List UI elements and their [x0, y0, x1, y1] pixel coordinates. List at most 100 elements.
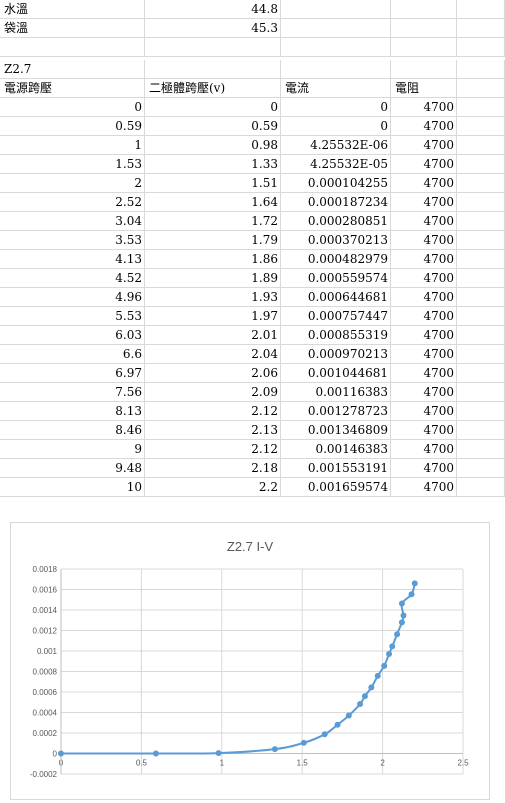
cell-diode-voltage[interactable]: 0.59 [145, 117, 281, 136]
cell-resistance[interactable]: 4700 [391, 155, 457, 174]
empty-cell[interactable] [457, 459, 505, 478]
cell-label-bag-temp[interactable]: 袋溫 [0, 19, 145, 38]
cell-resistance[interactable]: 4700 [391, 421, 457, 440]
empty-cell[interactable] [145, 60, 281, 79]
cell-current[interactable]: 0 [281, 117, 391, 136]
cell-resistance[interactable]: 4700 [391, 345, 457, 364]
cell-resistance[interactable]: 4700 [391, 364, 457, 383]
cell-resistance[interactable]: 4700 [391, 478, 457, 497]
cell-supply-voltage[interactable]: 4.13 [0, 250, 145, 269]
empty-cell[interactable] [457, 478, 505, 497]
cell-current[interactable]: 0.000280851 [281, 212, 391, 231]
cell-resistance[interactable]: 4700 [391, 269, 457, 288]
empty-cell[interactable] [457, 421, 505, 440]
empty-cell[interactable] [457, 174, 505, 193]
cell-supply-voltage[interactable]: 1 [0, 136, 145, 155]
cell-supply-voltage[interactable]: 8.46 [0, 421, 145, 440]
cell-resistance[interactable]: 4700 [391, 326, 457, 345]
cell-current[interactable]: 0.001346809 [281, 421, 391, 440]
cell-diode-voltage[interactable]: 1.89 [145, 269, 281, 288]
empty-cell[interactable] [457, 269, 505, 288]
empty-cell[interactable] [391, 19, 457, 38]
cell-label-water-temp[interactable]: 水溫 [0, 0, 145, 19]
cell-current[interactable]: 0.000559574 [281, 269, 391, 288]
cell-current[interactable]: 4.25532E-06 [281, 136, 391, 155]
empty-cell[interactable] [391, 38, 457, 57]
cell-diode-voltage[interactable]: 1.33 [145, 155, 281, 174]
empty-cell[interactable] [281, 0, 391, 19]
cell-diode-voltage[interactable]: 2.2 [145, 478, 281, 497]
cell-current[interactable]: 0.000104255 [281, 174, 391, 193]
cell-supply-voltage[interactable]: 10 [0, 478, 145, 497]
cell-supply-voltage[interactable]: 9 [0, 440, 145, 459]
empty-cell[interactable] [457, 440, 505, 459]
cell-supply-voltage[interactable]: 4.52 [0, 269, 145, 288]
empty-cell[interactable] [457, 364, 505, 383]
column-header-diode-voltage[interactable]: 二極體跨壓(v) [145, 79, 281, 98]
empty-cell[interactable] [457, 212, 505, 231]
cell-diode-voltage[interactable]: 2.12 [145, 440, 281, 459]
empty-cell[interactable] [457, 0, 505, 19]
empty-cell[interactable] [0, 38, 145, 57]
cell-current[interactable]: 0.000970213 [281, 345, 391, 364]
cell-resistance[interactable]: 4700 [391, 250, 457, 269]
cell-supply-voltage[interactable]: 0 [0, 98, 145, 117]
cell-diode-voltage[interactable]: 1.93 [145, 288, 281, 307]
empty-cell[interactable] [457, 98, 505, 117]
cell-diode-voltage[interactable]: 2.18 [145, 459, 281, 478]
cell-supply-voltage[interactable]: 3.04 [0, 212, 145, 231]
cell-current[interactable]: 4.25532E-05 [281, 155, 391, 174]
cell-diode-voltage[interactable]: 2.04 [145, 345, 281, 364]
cell-resistance[interactable]: 4700 [391, 212, 457, 231]
column-header-current[interactable]: 電流 [281, 79, 391, 98]
empty-cell[interactable] [457, 19, 505, 38]
empty-cell[interactable] [145, 38, 281, 57]
cell-resistance[interactable]: 4700 [391, 117, 457, 136]
cell-value-bag-temp[interactable]: 45.3 [145, 19, 281, 38]
cell-sample-label[interactable]: Z2.7 [0, 60, 145, 79]
cell-supply-voltage[interactable]: 6.6 [0, 345, 145, 364]
cell-current[interactable]: 0.001278723 [281, 402, 391, 421]
empty-cell[interactable] [457, 326, 505, 345]
cell-value-water-temp[interactable]: 44.8 [145, 0, 281, 19]
empty-cell[interactable] [457, 345, 505, 364]
cell-diode-voltage[interactable]: 2.12 [145, 402, 281, 421]
cell-resistance[interactable]: 4700 [391, 402, 457, 421]
cell-supply-voltage[interactable]: 1.53 [0, 155, 145, 174]
column-header-resistance[interactable]: 電阻 [391, 79, 457, 98]
cell-resistance[interactable]: 4700 [391, 174, 457, 193]
chart-container[interactable]: Z2.7 I-V -0.0002 0 0.0002 0.0004 0.0006 0.000… [10, 522, 490, 800]
cell-current[interactable]: 0 [281, 98, 391, 117]
cell-current[interactable]: 0.000370213 [281, 231, 391, 250]
cell-supply-voltage[interactable]: 6.03 [0, 326, 145, 345]
empty-cell[interactable] [457, 117, 505, 136]
empty-cell[interactable] [391, 60, 457, 79]
cell-supply-voltage[interactable]: 6.97 [0, 364, 145, 383]
empty-cell[interactable] [457, 307, 505, 326]
cell-diode-voltage[interactable]: 1.79 [145, 231, 281, 250]
cell-resistance[interactable]: 4700 [391, 459, 457, 478]
cell-current[interactable]: 0.001659574 [281, 478, 391, 497]
cell-diode-voltage[interactable]: 2.13 [145, 421, 281, 440]
empty-cell[interactable] [457, 231, 505, 250]
cell-supply-voltage[interactable]: 4.96 [0, 288, 145, 307]
cell-resistance[interactable]: 4700 [391, 193, 457, 212]
cell-diode-voltage[interactable]: 2.01 [145, 326, 281, 345]
cell-diode-voltage[interactable]: 0.98 [145, 136, 281, 155]
cell-supply-voltage[interactable]: 9.48 [0, 459, 145, 478]
empty-cell[interactable] [457, 383, 505, 402]
empty-cell[interactable] [457, 250, 505, 269]
cell-resistance[interactable]: 4700 [391, 231, 457, 250]
cell-current[interactable]: 0.000644681 [281, 288, 391, 307]
cell-diode-voltage[interactable]: 2.06 [145, 364, 281, 383]
empty-cell[interactable] [457, 79, 505, 98]
cell-current[interactable]: 0.00146383 [281, 440, 391, 459]
cell-resistance[interactable]: 4700 [391, 383, 457, 402]
cell-diode-voltage[interactable]: 1.72 [145, 212, 281, 231]
empty-cell[interactable] [457, 38, 505, 57]
empty-cell[interactable] [281, 60, 391, 79]
cell-resistance[interactable]: 4700 [391, 136, 457, 155]
cell-diode-voltage[interactable]: 0 [145, 98, 281, 117]
cell-current[interactable]: 0.001044681 [281, 364, 391, 383]
cell-supply-voltage[interactable]: 7.56 [0, 383, 145, 402]
